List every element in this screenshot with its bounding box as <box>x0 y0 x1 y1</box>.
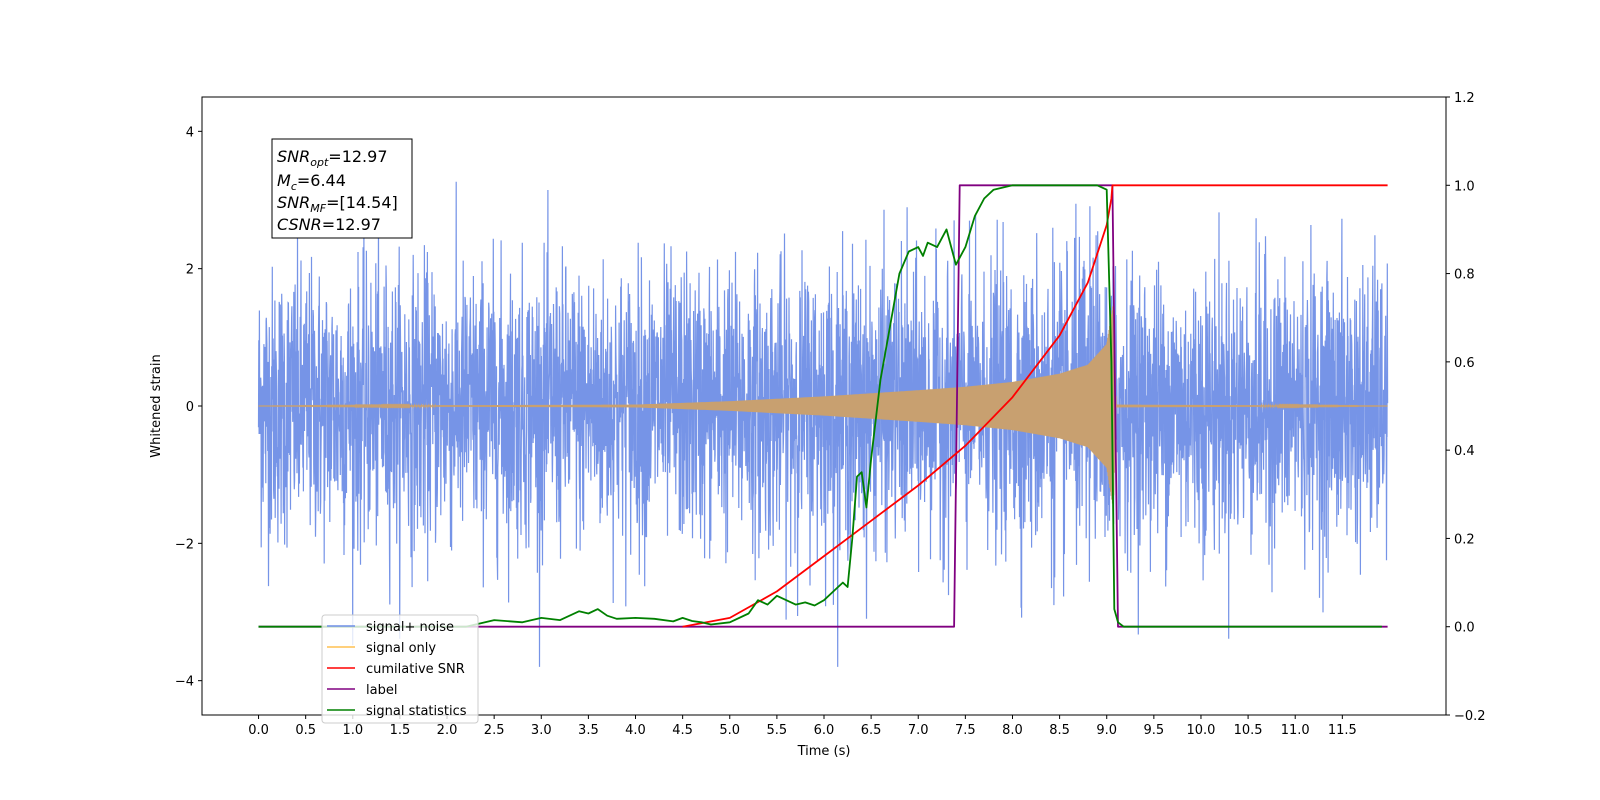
legend-label-label: label <box>366 683 397 698</box>
y-left-tick-label: 4 <box>186 125 194 140</box>
x-tick-label: 4.5 <box>672 723 693 738</box>
y-right-tick-label: 0.6 <box>1454 356 1475 371</box>
y-left-tick-label: −2 <box>175 537 194 552</box>
legend-label-signal-only: signal only <box>366 641 436 656</box>
y-right-tick-label: 0.2 <box>1454 532 1475 547</box>
legend-label-cumulative-snr: cumilative SNR <box>366 662 465 677</box>
mc-text: Mc=6.44 <box>277 171 346 193</box>
legend-label-signal-noise: signal+ noise <box>366 620 454 635</box>
legend: signal+ noise signal only cumilative SNR… <box>321 614 479 724</box>
x-tick-label: 9.5 <box>1144 723 1165 738</box>
x-tick-label: 8.0 <box>1002 723 1023 738</box>
y-right-tick-label: 0.4 <box>1454 444 1475 459</box>
series-layer <box>257 181 1389 667</box>
x-tick-label: 4.0 <box>625 723 646 738</box>
x-tick-label: 1.0 <box>342 723 363 738</box>
csnr-text: CSNR=12.97 <box>277 215 381 234</box>
x-tick-label: 3.0 <box>531 723 552 738</box>
y-right-tick-label: 0.8 <box>1454 268 1475 283</box>
y-right-tick-label: −0.2 <box>1454 709 1486 724</box>
x-tick-label: 0.5 <box>295 723 316 738</box>
x-tick-label: 7.0 <box>908 723 929 738</box>
y-right-tick-label: 0.0 <box>1454 621 1475 636</box>
x-tick-label: 10.5 <box>1234 723 1263 738</box>
x-tick-label: 11.5 <box>1328 723 1357 738</box>
x-tick-label: 5.5 <box>767 723 788 738</box>
x-tick-label: 10.0 <box>1186 723 1215 738</box>
x-tick-label: 2.5 <box>484 723 505 738</box>
annotation-box: SNRopt=12.97 Mc=6.44 SNRMF=[14.54] CSNR=… <box>271 138 413 239</box>
x-tick-label: 5.0 <box>719 723 740 738</box>
y-right-tick-label: 1.0 <box>1454 179 1475 194</box>
x-tick-label: 8.5 <box>1049 723 1070 738</box>
x-tick-label: 3.5 <box>578 723 599 738</box>
legend-frame <box>321 614 479 724</box>
x-tick-label: 11.0 <box>1281 723 1310 738</box>
x-axis-label: Time (s) <box>797 744 851 759</box>
y-left-tick-label: 0 <box>186 400 194 415</box>
x-tick-label: 2.0 <box>437 723 458 738</box>
y-right-tick-label: 1.2 <box>1454 91 1475 106</box>
x-tick-label: 1.5 <box>390 723 411 738</box>
x-tick-label: 9.0 <box>1096 723 1117 738</box>
snr-mf-text: SNRMF=[14.54] <box>277 193 398 215</box>
cumulative-snr-line <box>682 184 1388 628</box>
x-tick-label: 7.5 <box>955 723 976 738</box>
x-tick-label: 6.5 <box>861 723 882 738</box>
x-tick-label: 0.0 <box>248 723 269 738</box>
y-left-tick-label: −4 <box>175 675 194 690</box>
y-axis-label-left: Whitened strain <box>149 354 164 457</box>
x-tick-label: 6.0 <box>814 723 835 738</box>
legend-label-signal-statistics: signal statistics <box>366 704 467 719</box>
snr-opt-text: SNRopt=12.97 <box>277 147 388 169</box>
ticks-layer: 0.0 0.5 1.0 1.5 2.0 2.5 3.0 3.5 4.0 4.5 5.0 5.5 6.0 6… <box>175 91 1486 738</box>
y-left-tick-label: 2 <box>186 263 194 278</box>
signal-noise-line <box>257 181 1389 667</box>
signal-only-line <box>258 305 1388 508</box>
signal-statistics-line <box>258 184 1382 628</box>
